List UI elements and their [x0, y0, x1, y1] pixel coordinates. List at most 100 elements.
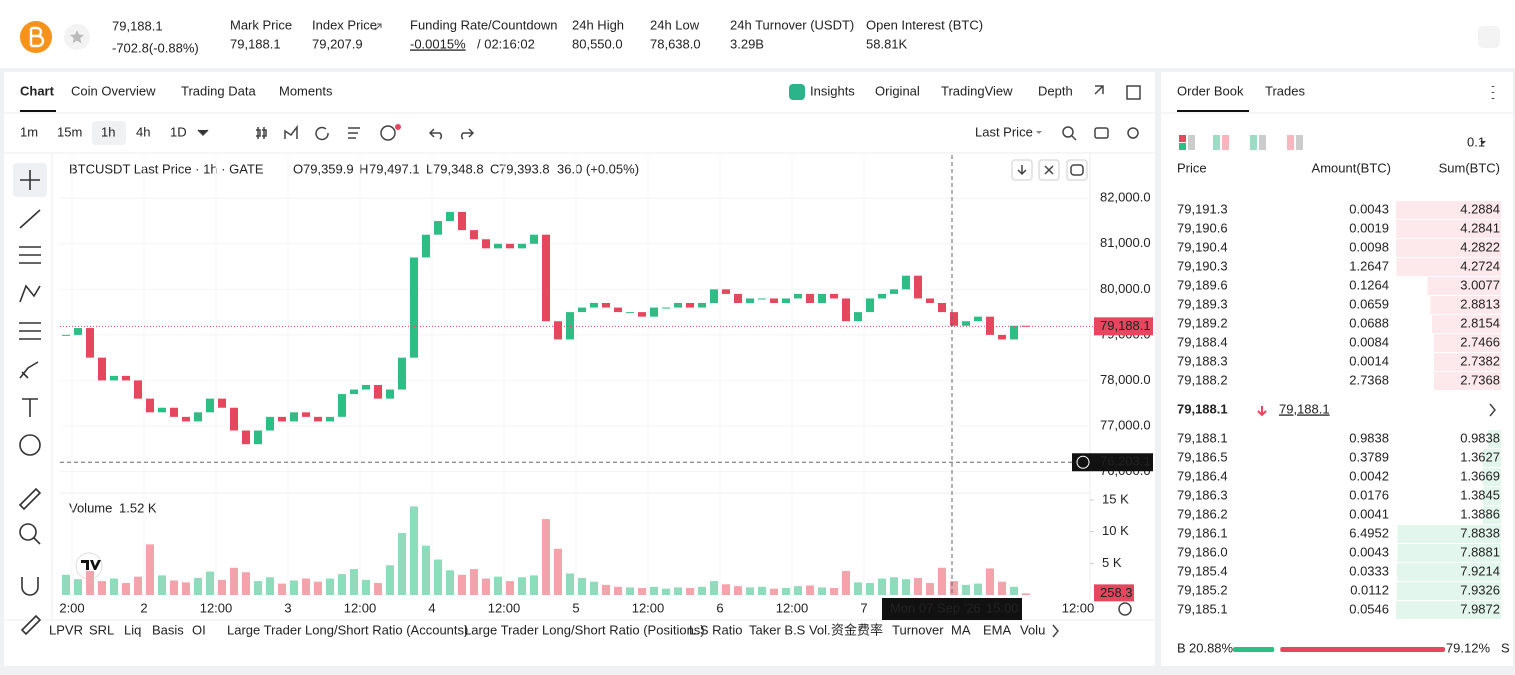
indicator[interactable]: Turnover — [892, 622, 944, 637]
volume-bar — [146, 544, 154, 595]
candle — [590, 303, 598, 308]
precision[interactable]: 0.1 — [1467, 134, 1485, 149]
volume-bar — [1010, 586, 1018, 595]
indicator[interactable]: Large Trader Long/Short Ratio (Positions… — [464, 622, 705, 637]
book-price: 79,189.2 — [1177, 315, 1228, 330]
candle — [938, 303, 946, 313]
stat-value: 79,207.9 — [312, 36, 363, 51]
view-tab[interactable]: Original — [875, 83, 920, 98]
interval[interactable]: 1h — [101, 124, 115, 139]
time-label: 5 — [572, 600, 579, 615]
indicator[interactable]: EMA — [983, 622, 1012, 637]
crosshair-time-tag — [882, 598, 1022, 620]
indicator[interactable]: Volu — [1020, 622, 1045, 637]
book-price: 79,190.3 — [1177, 258, 1228, 273]
interval[interactable]: 15m — [57, 124, 82, 139]
candle — [698, 303, 706, 308]
insights-icon — [789, 84, 805, 100]
book-price: 79,188.2 — [1177, 372, 1228, 387]
book-price: 79,185.2 — [1177, 582, 1228, 597]
book-amount: 0.0176 — [1349, 487, 1389, 502]
candle — [482, 239, 490, 249]
candle — [734, 293, 742, 304]
legend-o-label: O — [293, 161, 303, 176]
y-tick-label: 78,000.0 — [1100, 372, 1151, 387]
candle — [746, 298, 754, 304]
volume-bar — [554, 548, 562, 595]
volume-bar — [254, 581, 262, 595]
book-sum: 2.7382 — [1460, 353, 1500, 368]
time-label: 3 — [284, 600, 291, 615]
indicator[interactable]: Basis — [152, 622, 184, 637]
view-tab[interactable]: TradingView — [941, 83, 1013, 98]
candle — [974, 316, 982, 322]
candle — [146, 398, 154, 413]
add-alert[interactable] — [1076, 455, 1090, 469]
book-tab[interactable]: Order Book — [1177, 83, 1244, 98]
buy-bar — [1233, 647, 1275, 652]
volume-bar — [806, 585, 814, 595]
left-toolbar — [13, 163, 47, 636]
volume-bar — [482, 578, 490, 595]
interval[interactable]: 1m — [20, 124, 38, 139]
indicator[interactable]: 资金费率 — [831, 622, 883, 637]
indicator[interactable]: SRL — [89, 622, 114, 637]
chart-tab[interactable]: Coin Overview — [71, 83, 156, 98]
volume-bar — [446, 570, 454, 595]
chart-panel — [4, 72, 1155, 666]
chart-tab[interactable]: Chart — [20, 83, 55, 98]
book-sum: 7.9872 — [1460, 601, 1500, 616]
volume-bar — [278, 583, 286, 595]
legend-change: 36.0 (+0.05%) — [557, 161, 639, 176]
depth-bar — [1396, 220, 1501, 238]
indicator[interactable]: OI — [192, 622, 206, 637]
book-price: 79,189.3 — [1177, 296, 1228, 311]
depth-bar — [1396, 601, 1501, 619]
volume-bar — [182, 582, 190, 595]
stat-label: Funding Rate/Countdown — [410, 17, 557, 32]
indicator[interactable]: Large Trader Long/Short Ratio (Accounts) — [227, 622, 468, 637]
y-tick-label: 81,000.0 — [1100, 235, 1151, 250]
book-price: 79,188.1 — [1177, 430, 1228, 445]
indicator[interactable]: L.S Ratio — [689, 622, 742, 637]
price-type[interactable]: Last Price — [975, 124, 1033, 139]
stat-value: 80,550.0 — [572, 36, 623, 51]
volume-bar — [290, 580, 298, 595]
view-tab[interactable]: Depth — [1038, 83, 1073, 98]
volume-bar — [206, 571, 214, 595]
volume-bar — [854, 582, 862, 595]
book-icon[interactable] — [1478, 26, 1500, 48]
candle — [314, 416, 322, 422]
volume-bar — [818, 587, 826, 595]
book-price: 79,186.4 — [1177, 468, 1228, 483]
volume-bar — [62, 574, 70, 595]
candle — [722, 289, 730, 294]
volume-bar — [686, 588, 694, 595]
last-price-label: 79,188.1 — [1100, 318, 1151, 333]
candle — [686, 303, 694, 308]
chart-tab[interactable]: Trading Data — [181, 83, 256, 98]
time-label: 12:00 — [776, 600, 809, 615]
depth-bar — [1396, 239, 1501, 257]
volume-bar — [674, 587, 682, 595]
book-amount: 0.0084 — [1349, 334, 1389, 349]
volume-bar — [866, 582, 874, 595]
candle — [638, 312, 646, 317]
book-tab[interactable]: Trades — [1265, 83, 1305, 98]
book-sum: 7.9214 — [1460, 563, 1500, 578]
interval[interactable]: 4h — [136, 124, 150, 139]
book-amount: 0.3789 — [1349, 449, 1389, 464]
book-amount: 0.0098 — [1349, 239, 1389, 254]
view-tab[interactable]: Insights — [810, 83, 855, 98]
interval[interactable]: 1D — [170, 124, 187, 139]
chart-tab[interactable]: Moments — [279, 83, 333, 98]
depth-bar — [1397, 544, 1501, 562]
indicator[interactable]: LPVR — [49, 622, 83, 637]
indicator[interactable]: MA — [951, 622, 971, 637]
candle — [302, 412, 310, 417]
indicator[interactable]: Liq — [124, 622, 141, 637]
depth-bar — [1397, 525, 1501, 543]
indicator[interactable]: Taker B.S Vol. — [749, 622, 831, 637]
candle — [338, 394, 346, 417]
volume-bar — [590, 581, 598, 595]
